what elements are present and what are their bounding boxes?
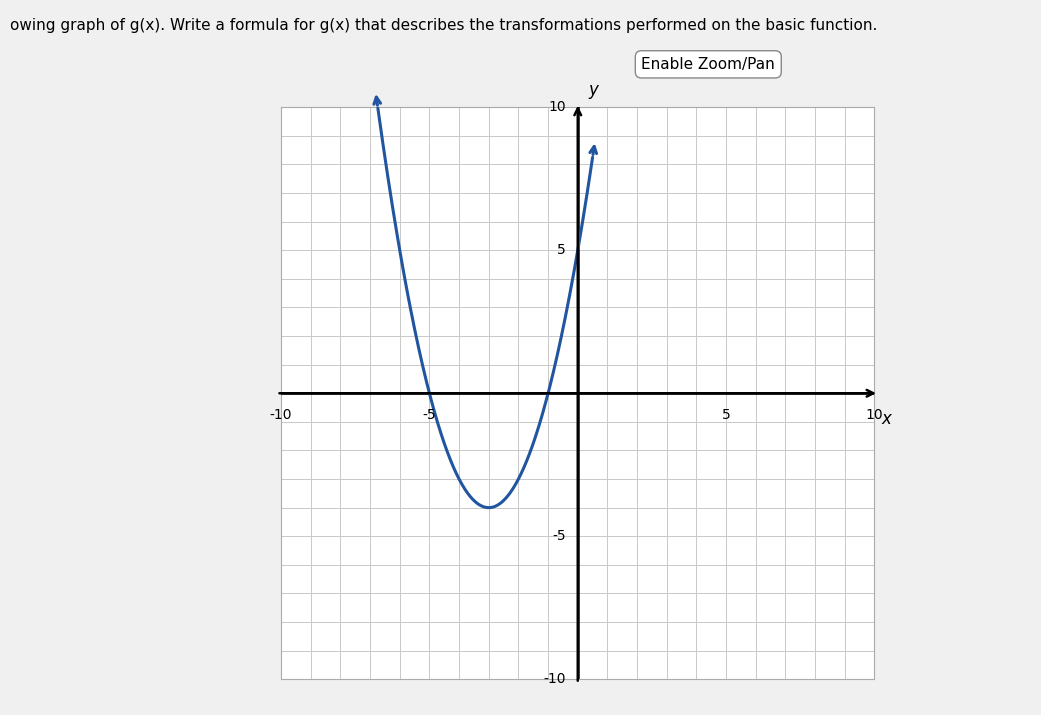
Text: owing graph of g(x). Write a formula for g(x) that describes the transformations: owing graph of g(x). Write a formula for… bbox=[10, 18, 878, 33]
Text: -5: -5 bbox=[423, 408, 436, 422]
Text: -10: -10 bbox=[543, 672, 566, 686]
Text: x: x bbox=[882, 410, 891, 428]
Text: 5: 5 bbox=[557, 243, 566, 257]
Text: 5: 5 bbox=[721, 408, 731, 422]
Text: 10: 10 bbox=[866, 408, 883, 422]
Text: -10: -10 bbox=[270, 408, 293, 422]
Text: Enable Zoom/Pan: Enable Zoom/Pan bbox=[641, 57, 776, 72]
Text: -5: -5 bbox=[553, 529, 566, 543]
Text: y: y bbox=[588, 81, 598, 99]
Text: 10: 10 bbox=[549, 100, 566, 114]
